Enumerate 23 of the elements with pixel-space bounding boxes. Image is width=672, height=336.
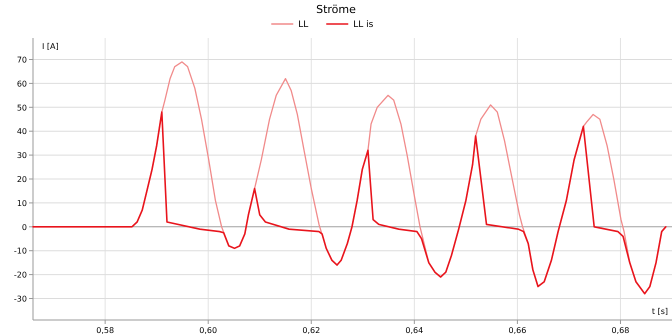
chart-title: Ströme xyxy=(316,3,356,16)
y-tick-label: -30 xyxy=(14,294,27,304)
legend-label: LL is xyxy=(353,20,374,30)
y-tick-label: 70 xyxy=(16,56,27,65)
y-tick-label: -20 xyxy=(14,270,27,280)
y-tick-label: 30 xyxy=(16,151,27,160)
y-axis-title: I [A] xyxy=(42,42,59,51)
y-tick-label: 10 xyxy=(16,198,27,208)
legend-label: LL xyxy=(298,20,308,30)
x-axis-title: t [s] xyxy=(652,307,668,316)
y-tick-label: -10 xyxy=(14,246,27,256)
x-tick-label: 0,68 xyxy=(612,326,630,335)
x-tick-label: 0,64 xyxy=(405,326,424,335)
y-tick-label: 50 xyxy=(16,103,27,112)
x-tick-label: 0,60 xyxy=(199,326,218,335)
y-tick-label: 0 xyxy=(22,222,27,232)
x-tick-label: 0,58 xyxy=(96,326,114,335)
y-tick-label: 40 xyxy=(16,127,27,136)
y-tick-label: 60 xyxy=(16,79,27,88)
x-tick-label: 0,66 xyxy=(508,326,526,335)
x-tick-label: 0,62 xyxy=(302,326,320,335)
y-tick-label: 20 xyxy=(16,175,27,184)
line-series xyxy=(32,111,667,295)
